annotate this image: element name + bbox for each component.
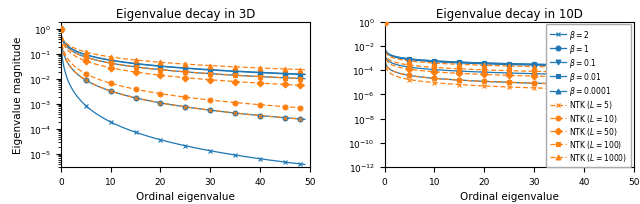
Title: Eigenvalue decay in 10D: Eigenvalue decay in 10D: [436, 8, 582, 21]
Y-axis label: Eigenvalue magnitude: Eigenvalue magnitude: [13, 37, 23, 153]
X-axis label: Ordinal eigenvalue: Ordinal eigenvalue: [460, 191, 559, 201]
X-axis label: Ordinal eigenvalue: Ordinal eigenvalue: [136, 191, 235, 201]
Legend: $\beta = 2$, $\beta = 1$, $\beta = 0.1$, $\beta = 0.01$, $\beta = 0.0001$, NTK (: $\beta = 2$, $\beta = 1$, $\beta = 0.1$,…: [546, 25, 631, 167]
Title: Eigenvalue decay in 3D: Eigenvalue decay in 3D: [116, 8, 255, 21]
